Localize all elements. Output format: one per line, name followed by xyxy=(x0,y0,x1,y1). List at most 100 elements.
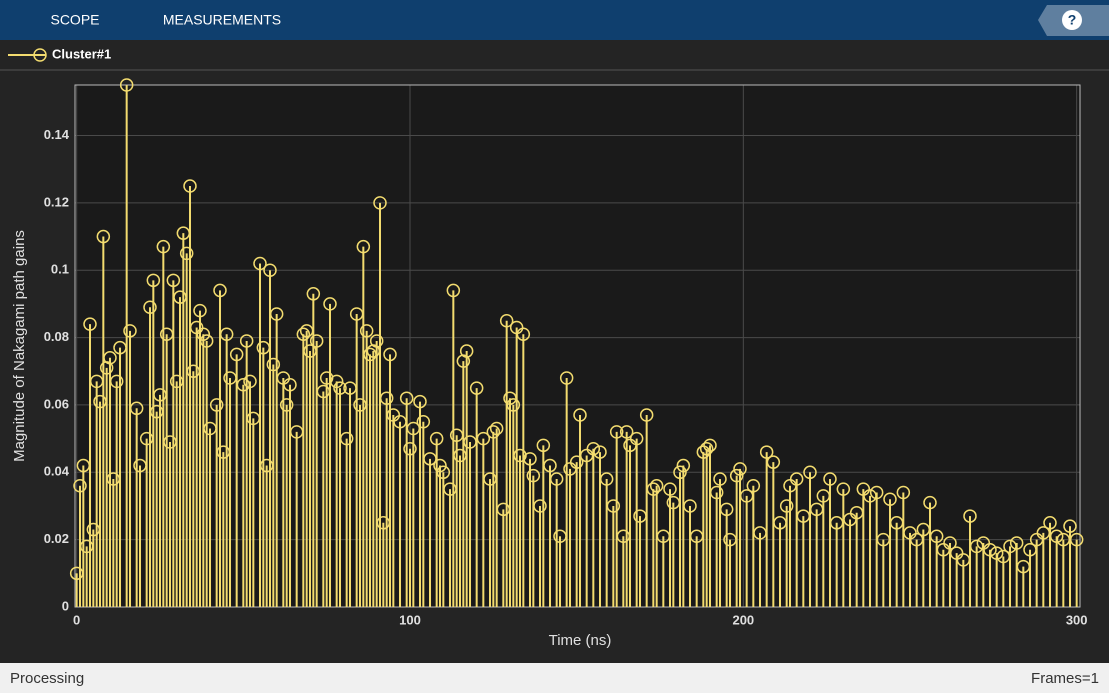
stem-marker xyxy=(789,472,804,486)
stem-marker xyxy=(83,317,97,331)
stem-marker xyxy=(103,351,117,365)
stem-marker xyxy=(729,468,744,483)
stem-marker xyxy=(779,499,794,513)
stem-marker xyxy=(1063,519,1077,533)
stem-marker xyxy=(229,347,244,362)
stem-marker xyxy=(759,445,774,459)
stem-marker xyxy=(676,458,691,473)
status-text: Processing xyxy=(10,670,84,687)
stem-marker xyxy=(263,263,277,277)
stem-marker xyxy=(166,273,181,288)
stem-marker xyxy=(516,327,531,341)
stem-marker xyxy=(109,374,124,389)
stem-marker xyxy=(673,465,687,480)
stem-marker xyxy=(746,479,761,493)
y-tick-label: 0.12 xyxy=(44,194,69,209)
x-tick-label: 100 xyxy=(399,612,421,627)
stem-marker xyxy=(296,327,311,341)
x-tick-label: 0 xyxy=(73,612,80,627)
stem-marker xyxy=(306,287,321,301)
stem-marker xyxy=(1049,529,1064,544)
stem-marker xyxy=(699,441,714,456)
stem-marker xyxy=(469,381,484,395)
stem-marker xyxy=(383,347,397,362)
stem-marker xyxy=(606,499,621,513)
help-button[interactable] xyxy=(1062,10,1082,30)
y-tick-label: 0.06 xyxy=(44,396,69,411)
stem-marker xyxy=(896,485,911,500)
stem-marker xyxy=(243,374,257,389)
stem-marker xyxy=(709,485,724,500)
y-tick-label: 0.02 xyxy=(44,531,69,546)
stem-marker xyxy=(183,179,197,193)
stem-marker xyxy=(823,472,837,486)
stem-marker xyxy=(549,472,564,486)
stem-marker xyxy=(923,495,937,510)
stem-marker xyxy=(629,431,644,446)
stem-marker xyxy=(196,327,211,341)
stem-marker xyxy=(156,239,171,254)
frames-text: Frames=1 xyxy=(1031,670,1099,687)
stem-marker xyxy=(719,502,734,517)
tab-measurements[interactable]: MEASUREMENTS xyxy=(163,12,281,28)
stem-marker xyxy=(803,465,817,480)
stem-marker xyxy=(333,381,347,395)
y-tick-label: 0.08 xyxy=(44,329,69,344)
stem-marker xyxy=(513,448,527,463)
stem-marker xyxy=(413,394,427,409)
stem-marker xyxy=(433,458,447,473)
stem-marker xyxy=(943,536,957,550)
legend-marker xyxy=(33,48,47,62)
stem-marker xyxy=(253,256,267,271)
stem-marker xyxy=(436,465,451,480)
stem-marker xyxy=(963,509,977,523)
status-bar xyxy=(0,663,1109,693)
stem-marker xyxy=(593,445,607,459)
stem-marker xyxy=(989,546,1004,560)
stem-marker xyxy=(646,482,661,496)
stem-marker xyxy=(1069,532,1084,547)
stem-marker xyxy=(359,324,374,338)
stem-marker xyxy=(476,431,491,446)
tab-scope[interactable]: SCOPE xyxy=(50,12,99,28)
stem-marker xyxy=(983,542,997,557)
stem-marker xyxy=(356,239,371,254)
stem-marker xyxy=(929,529,944,544)
stem-marker xyxy=(73,479,87,493)
stem-marker xyxy=(283,377,297,392)
stem-marker xyxy=(379,391,394,405)
stem-marker xyxy=(543,458,557,473)
stem-marker xyxy=(569,455,584,469)
y-axis-label: Magnitude of Nakagami path gains xyxy=(11,230,28,462)
stem-marker xyxy=(373,196,387,210)
legend-label: Cluster#1 xyxy=(52,46,111,61)
stem-marker xyxy=(499,313,514,328)
stem-marker xyxy=(459,344,474,358)
stem-marker xyxy=(663,482,677,496)
stem-marker xyxy=(883,492,897,506)
stem-marker xyxy=(536,438,551,453)
stem-marker xyxy=(323,297,337,311)
stem-marker xyxy=(869,485,884,500)
help-icon[interactable]: ? xyxy=(1068,12,1077,28)
stem-marker xyxy=(446,283,461,298)
stem-marker xyxy=(766,455,781,469)
stem-marker xyxy=(399,391,414,405)
stem-marker xyxy=(119,78,134,92)
stem-marker xyxy=(1043,516,1057,530)
stem-marker xyxy=(559,371,574,385)
stem-marker xyxy=(486,425,501,439)
stem-marker xyxy=(609,425,624,439)
stem-marker xyxy=(339,431,354,446)
stem-marker xyxy=(533,499,547,513)
stem-marker xyxy=(179,246,194,261)
stem-marker xyxy=(526,468,541,483)
stem-marker xyxy=(329,374,344,389)
stem-marker xyxy=(599,472,614,486)
stem-marker xyxy=(146,273,161,288)
y-tick-label: 0 xyxy=(62,598,69,613)
stem-marker xyxy=(369,334,384,348)
stem-marker xyxy=(703,438,717,453)
